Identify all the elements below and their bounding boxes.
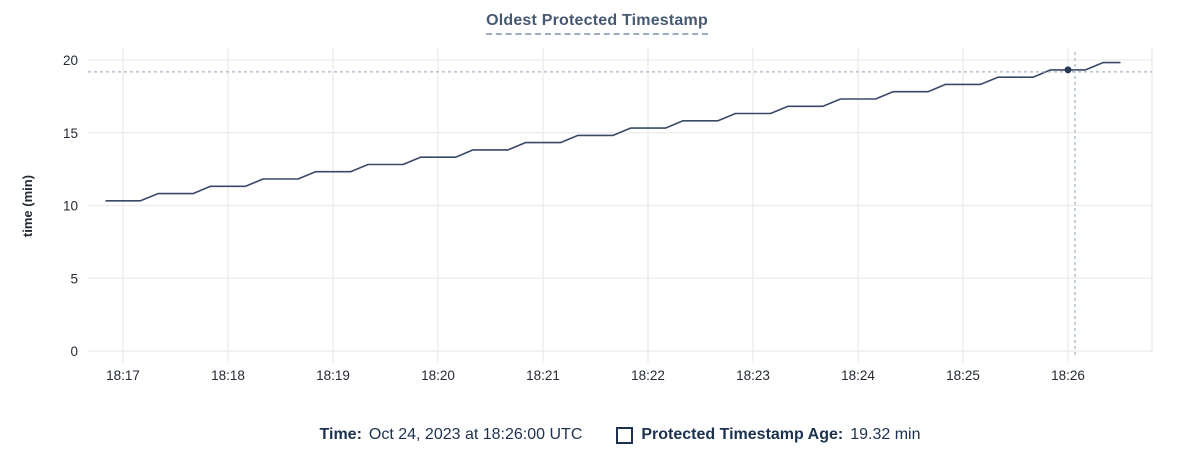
y-tick-label: 5 bbox=[70, 271, 78, 286]
x-tick-label: 18:19 bbox=[316, 368, 350, 383]
x-tick-label: 18:18 bbox=[211, 368, 245, 383]
chart-title[interactable]: Oldest Protected Timestamp bbox=[486, 12, 708, 35]
chart-hover-area[interactable] bbox=[88, 48, 1152, 351]
series-line bbox=[105, 61, 1121, 202]
series-legend-label: Protected Timestamp Age: bbox=[641, 426, 844, 443]
x-tick-label: 18:21 bbox=[526, 368, 560, 383]
series-hover-value: 19.32 min bbox=[850, 426, 921, 443]
x-tick-label: 18:17 bbox=[106, 368, 140, 383]
x-tick-label: 18:24 bbox=[841, 368, 875, 383]
x-tick-label: 18:26 bbox=[1051, 368, 1085, 383]
x-tick-label: 18:22 bbox=[631, 368, 665, 383]
x-tick-label: 18:23 bbox=[736, 368, 770, 383]
series-checkbox-icon[interactable] bbox=[616, 426, 634, 444]
tooltip-time: Time: Oct 24, 2023 at 18:26:00 UTC bbox=[320, 426, 583, 444]
legend-item-protected-timestamp-age[interactable]: Protected Timestamp Age: 19.32 min bbox=[616, 426, 920, 444]
tooltip-time-value: Oct 24, 2023 at 18:26:00 UTC bbox=[368, 426, 583, 443]
chart-header: Oldest Protected Timestamp bbox=[0, 0, 1194, 40]
timeseries-chart: 0 5 10 15 20 18:17 18:18 18:19 18:20 18:21 18:22 18… bbox=[20, 48, 1153, 383]
y-tick-label: 0 bbox=[70, 344, 78, 359]
x-tick-label: 18:20 bbox=[421, 368, 455, 383]
hover-dot bbox=[1064, 66, 1072, 74]
y-axis-title: time (min) bbox=[20, 175, 35, 237]
x-tick-label: 18:25 bbox=[946, 368, 980, 383]
y-tick-label: 10 bbox=[63, 199, 78, 214]
y-tick-label: 15 bbox=[63, 126, 78, 141]
hover-tooltip-legend: Time: Oct 24, 2023 at 18:26:00 UTC Prote… bbox=[88, 426, 1152, 444]
y-tick-label: 20 bbox=[63, 53, 78, 68]
tooltip-time-label: Time: bbox=[319, 426, 362, 443]
